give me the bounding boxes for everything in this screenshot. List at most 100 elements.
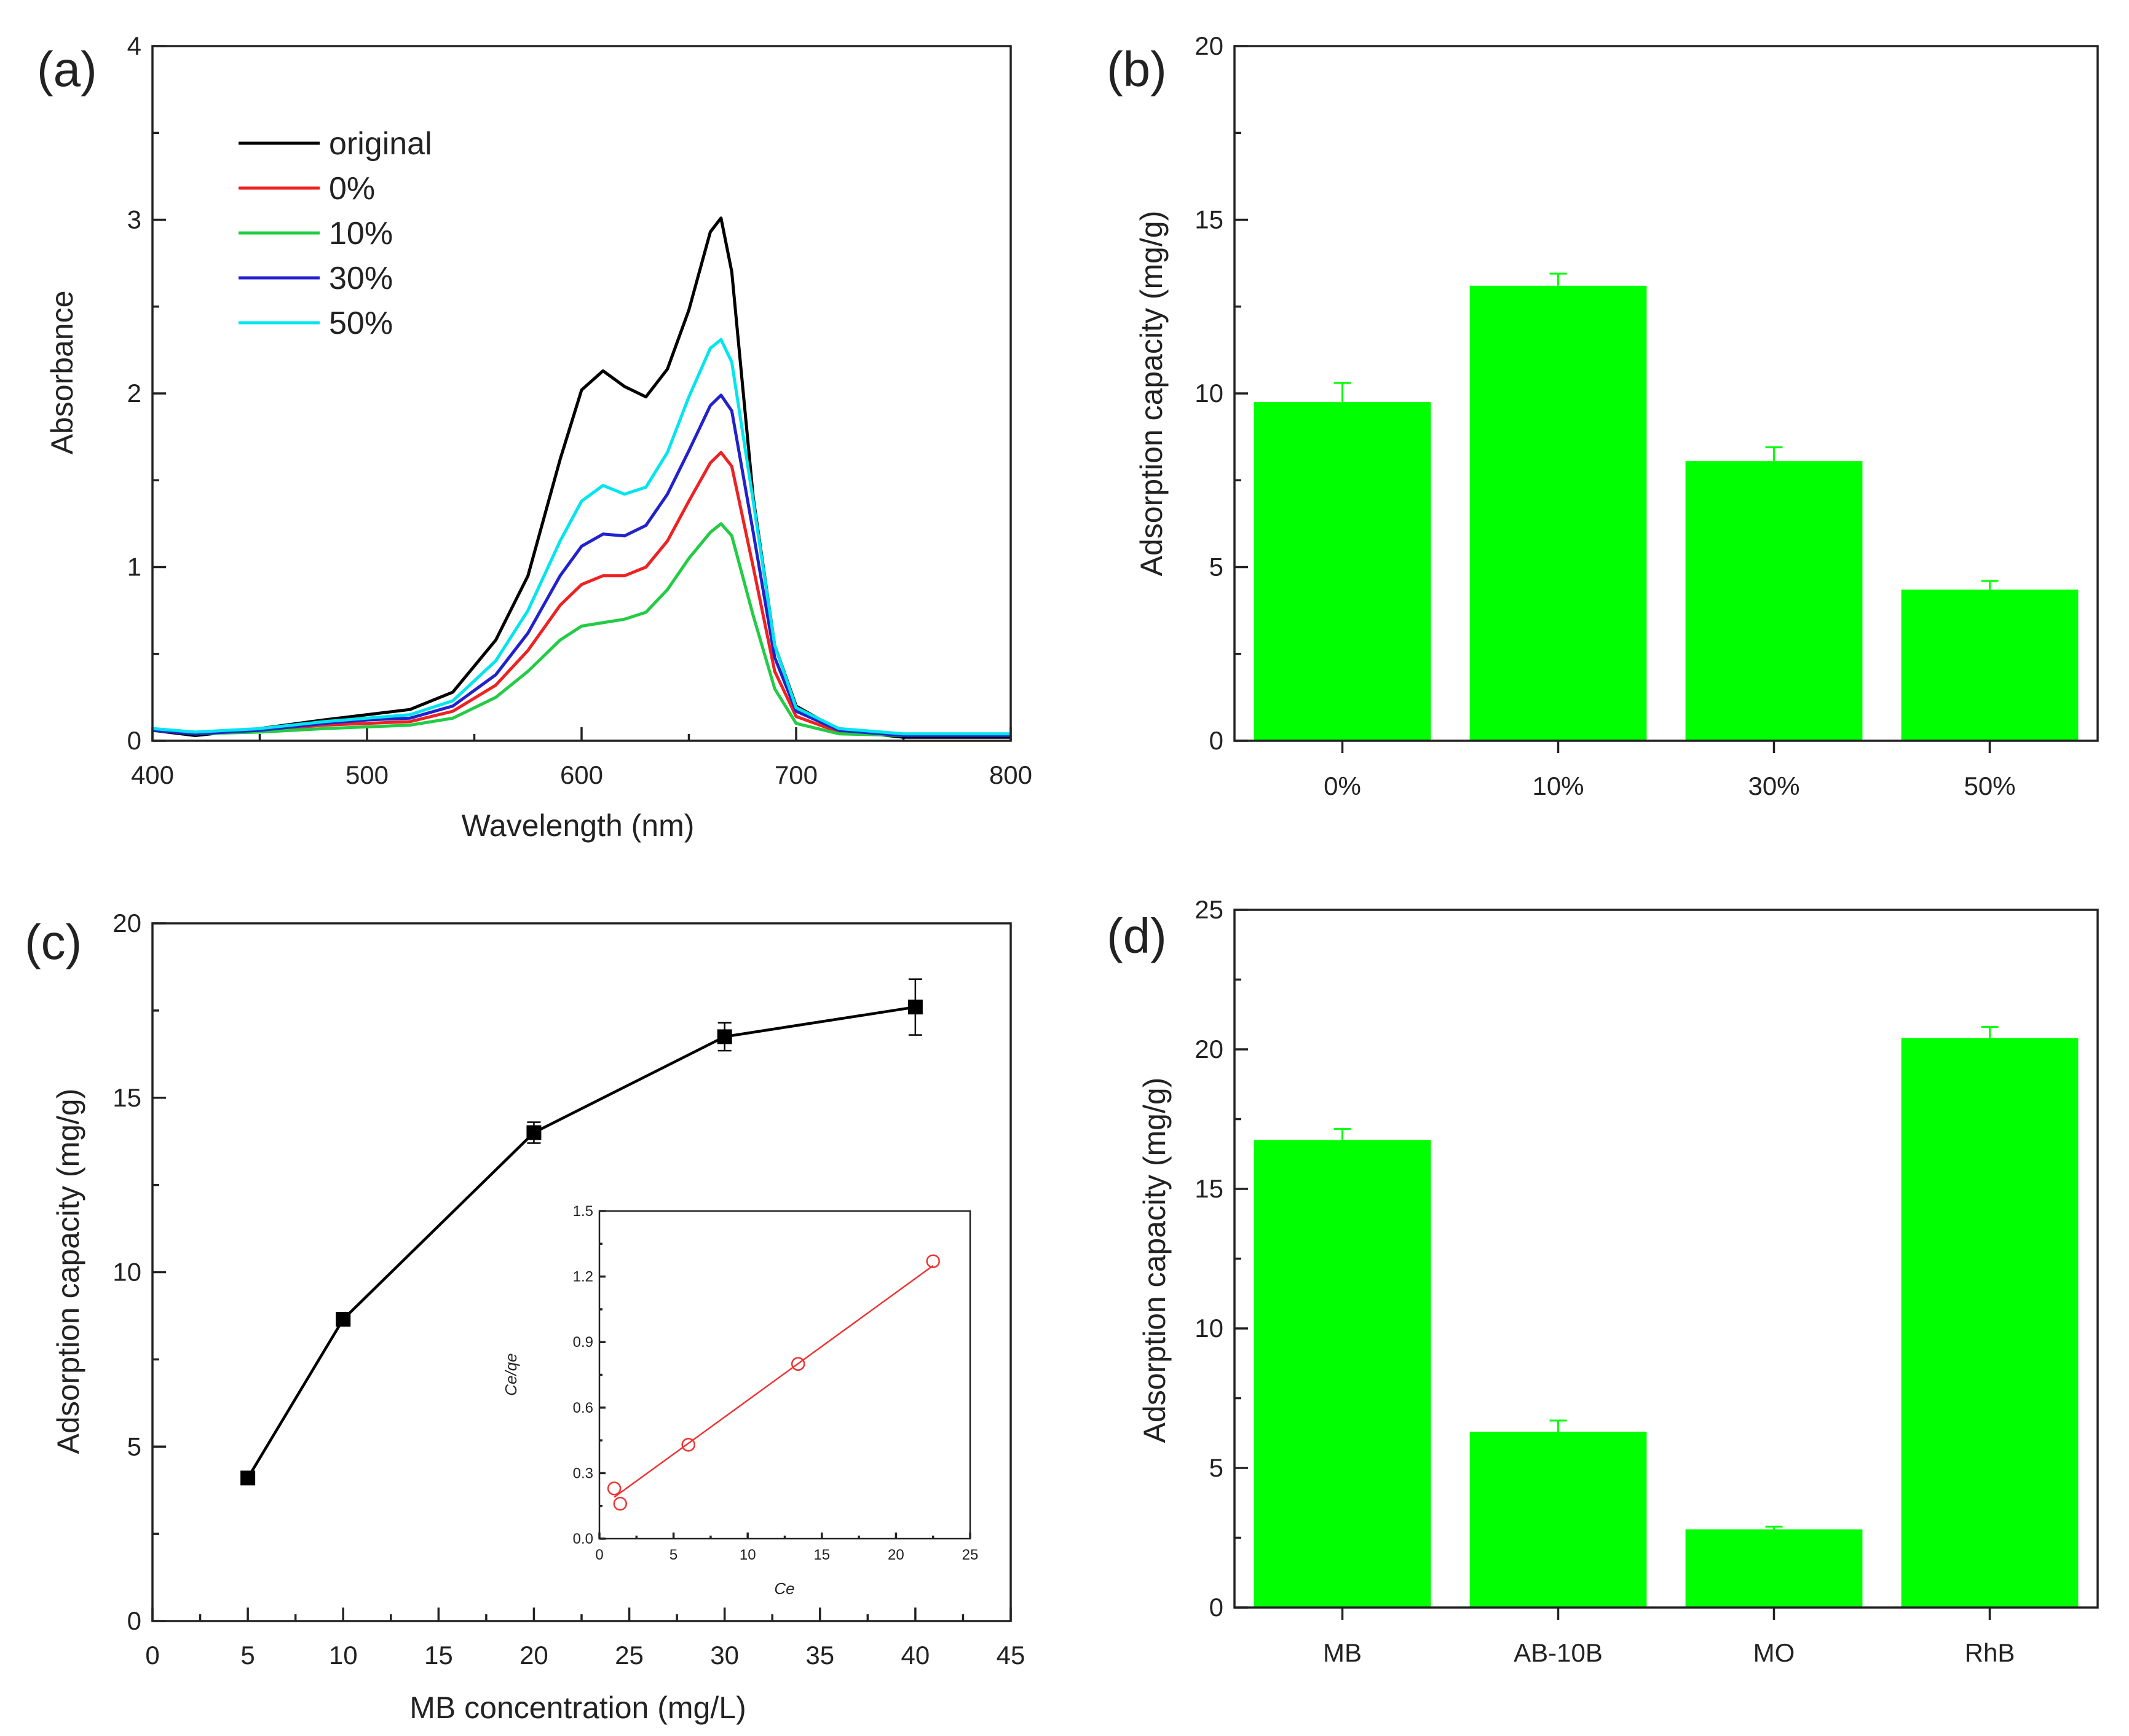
panel-c-data-point xyxy=(240,1470,256,1486)
panel-d-y-tick-label: 10 xyxy=(1195,1314,1223,1343)
panel-a-series-line xyxy=(152,393,1011,737)
panel-c-inset-y-tick-label: 0.6 xyxy=(573,1400,593,1416)
panel-c-inset-data-point xyxy=(607,1482,622,1496)
panel-b-y-tick-label: 15 xyxy=(1195,205,1223,234)
panel-d-label: (d) xyxy=(1107,909,1167,963)
panel-c-data-point xyxy=(907,1000,923,1015)
panel-c-inset-y-tick-label: 0.0 xyxy=(573,1531,593,1547)
panel-d-bar xyxy=(1469,1431,1647,1608)
panel-c-x-axis-title: MB concentration (mg/L) xyxy=(409,1691,746,1725)
panel-c-isotherm-chart: (c) MB concentration (mg/L) Adsorption c… xyxy=(25,909,1025,1725)
panel-d-x-tick-label: MO xyxy=(1753,1638,1795,1667)
panel-a-y-tick-label: 0 xyxy=(127,726,141,755)
panel-b-bar-chart: (b) Adsorption capacity (mg/g) 0 5 10 15 20 0… xyxy=(1107,31,2099,800)
panel-a-y-tick-label: 4 xyxy=(127,31,141,60)
panel-d-x-tick-label: AB-10B xyxy=(1514,1638,1603,1667)
panel-a-legend: original 0% 10% 30% 50% xyxy=(239,126,432,341)
panel-c-y-tick-label: 15 xyxy=(113,1083,141,1112)
panel-b-label: (b) xyxy=(1107,42,1167,97)
panel-d-y-tick-label: 0 xyxy=(1209,1593,1223,1622)
panel-c-data-point xyxy=(526,1125,542,1140)
panel-d-bar xyxy=(1254,1140,1431,1608)
panel-a-x-tick-label: 400 xyxy=(131,760,174,789)
panel-d-x-tick-label: MB xyxy=(1323,1638,1362,1667)
panel-c-inset-x-tick-label: 25 xyxy=(962,1547,979,1563)
panel-c-x-tick-label: 40 xyxy=(901,1641,930,1670)
panel-c-y-tick-label: 0 xyxy=(127,1606,141,1635)
panel-d-bar xyxy=(1685,1529,1863,1608)
panel-c-x-tick-label: 10 xyxy=(329,1641,358,1670)
panel-c-inset-x-tick-label: 20 xyxy=(888,1547,904,1563)
panel-a-y-tick-label: 1 xyxy=(127,553,141,582)
panel-a-legend-label: 30% xyxy=(329,261,393,296)
panel-d-bar-chart: (d) Adsorption capacity (mg/g) 0 5 10 15 20 2… xyxy=(1107,895,2099,1667)
panel-d-x-tick-label: RhB xyxy=(1965,1638,2015,1667)
panel-d-y-tick-label: 20 xyxy=(1195,1035,1223,1063)
panel-d-y-tick-label: 5 xyxy=(1209,1453,1223,1482)
panel-c-inset-y-axis-title: Ce/qe xyxy=(502,1353,520,1395)
panel-c-inset-x-tick-label: 10 xyxy=(740,1547,756,1563)
panel-b-x-tick-label: 0% xyxy=(1324,771,1361,800)
panel-c-inset-y-tick-label: 1.2 xyxy=(573,1269,593,1285)
panel-b-y-tick-label: 0 xyxy=(1209,726,1223,755)
panel-a-y-tick-label: 2 xyxy=(127,379,141,408)
panel-c-x-tick-label: 35 xyxy=(805,1641,834,1670)
panel-c-inset-y-tick-label: 0.3 xyxy=(573,1465,593,1482)
panel-b-x-tick-label: 30% xyxy=(1748,771,1799,800)
panel-c-y-tick-label: 5 xyxy=(127,1432,141,1461)
panel-d-y-tick-label: 25 xyxy=(1195,895,1223,924)
panel-c-inset-data-point xyxy=(926,1254,940,1268)
panel-a-legend-label: 0% xyxy=(329,171,375,207)
panel-d-bar xyxy=(1901,1038,2079,1608)
panel-c-x-tick-label: 20 xyxy=(519,1641,548,1670)
panel-a-legend-label: original xyxy=(329,126,432,162)
panel-c-x-tick-label: 30 xyxy=(710,1641,739,1670)
panel-b-y-axis-title: Adsorption capacity (mg/g) xyxy=(1134,211,1169,577)
panel-b-y-tick-label: 5 xyxy=(1209,553,1223,582)
panel-b-bar xyxy=(1901,590,2079,741)
panel-a-series-line xyxy=(152,522,1011,737)
panel-a-series-line xyxy=(152,337,1011,736)
panel-d-y-tick-label: 15 xyxy=(1195,1174,1223,1203)
panel-c-label: (c) xyxy=(25,915,82,969)
panel-a-x-tick-label: 700 xyxy=(775,760,818,789)
panel-c-inset-y-tick-label: 1.5 xyxy=(573,1203,593,1220)
panel-a-legend-label: 50% xyxy=(329,306,393,341)
panel-c-inset-x-tick-label: 15 xyxy=(813,1547,830,1563)
panel-c-x-tick-label: 45 xyxy=(997,1641,1025,1670)
panel-c-inset-x-tick-label: 5 xyxy=(670,1547,677,1563)
panel-c-inset-data-point xyxy=(613,1496,628,1511)
panel-c-y-tick-label: 10 xyxy=(113,1258,141,1287)
panel-c-x-tick-label: 0 xyxy=(145,1641,159,1670)
panel-b-bar xyxy=(1469,285,1647,741)
panel-a-spectra-chart: (a) Wavelength (nm) Absorbance 400 500 600… xyxy=(37,31,1032,843)
panel-c-data-point xyxy=(336,1312,351,1327)
panel-b-y-tick-label: 20 xyxy=(1195,31,1223,60)
panel-c-y-tick-label: 20 xyxy=(113,909,141,937)
panel-a-legend-label: 10% xyxy=(329,216,393,251)
panel-a-x-tick-label: 800 xyxy=(989,760,1032,789)
panel-c-x-tick-label: 15 xyxy=(424,1641,453,1670)
panel-a-x-tick-label: 600 xyxy=(560,760,603,789)
panel-c-y-axis-title: Adsorption capacity (mg/g) xyxy=(51,1089,85,1454)
panel-c-x-tick-label: 5 xyxy=(240,1641,255,1670)
panel-c-inset-x-tick-label: 0 xyxy=(595,1547,603,1563)
panel-b-plot-frame xyxy=(1233,45,2099,742)
panel-b-y-tick-label: 10 xyxy=(1195,379,1223,408)
panel-a-series-line xyxy=(152,451,1011,737)
panel-a-series-line xyxy=(152,216,1011,739)
panel-c-inset-frame xyxy=(598,1210,971,1540)
panel-c-x-tick-label: 25 xyxy=(615,1641,644,1670)
panel-b-x-tick-label: 50% xyxy=(1964,771,2015,800)
panel-a-label: (a) xyxy=(37,42,97,97)
panel-c-inset-data-point xyxy=(681,1437,695,1452)
panel-b-bar xyxy=(1685,461,1863,741)
panel-c-data-point xyxy=(717,1029,732,1044)
panel-a-plot-frame xyxy=(151,45,1012,742)
panel-c-plot-frame xyxy=(151,922,1012,1622)
panel-c-inset-x-axis-title: Ce xyxy=(774,1579,794,1598)
panel-a-x-axis-title: Wavelength (nm) xyxy=(462,808,695,843)
panel-b-bar xyxy=(1254,402,1431,741)
panel-c-inset-y-tick-label: 0.9 xyxy=(573,1334,593,1351)
